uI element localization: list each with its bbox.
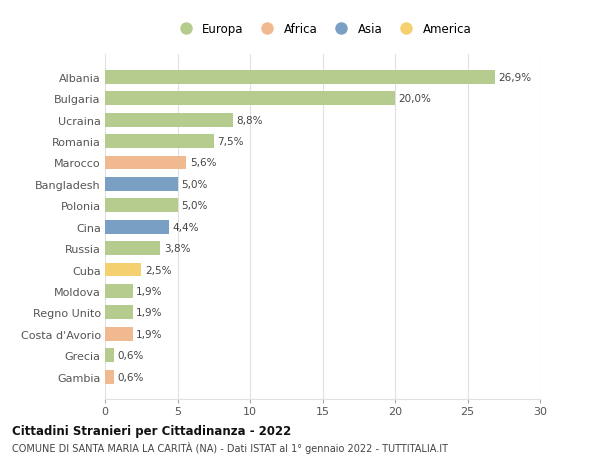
Bar — [105, 113, 233, 127]
Bar — [105, 284, 133, 298]
Bar — [105, 241, 160, 256]
Text: Cittadini Stranieri per Cittadinanza - 2022: Cittadini Stranieri per Cittadinanza - 2… — [12, 424, 291, 437]
Bar — [105, 92, 395, 106]
Text: 5,6%: 5,6% — [190, 158, 217, 168]
Bar — [105, 199, 178, 213]
Text: 0,6%: 0,6% — [118, 350, 144, 360]
Text: 7,5%: 7,5% — [217, 137, 244, 147]
Text: 20,0%: 20,0% — [398, 94, 431, 104]
Text: 3,8%: 3,8% — [164, 244, 190, 253]
Text: 1,9%: 1,9% — [136, 286, 163, 296]
Bar — [105, 156, 186, 170]
Bar — [105, 71, 495, 84]
Bar — [105, 348, 114, 362]
Bar — [105, 178, 178, 191]
Text: 5,0%: 5,0% — [181, 201, 208, 211]
Bar — [105, 135, 214, 149]
Text: 1,9%: 1,9% — [136, 329, 163, 339]
Bar — [105, 220, 169, 234]
Text: 4,4%: 4,4% — [172, 222, 199, 232]
Bar — [105, 306, 133, 319]
Text: 5,0%: 5,0% — [181, 179, 208, 190]
Text: 8,8%: 8,8% — [236, 115, 263, 125]
Bar — [105, 327, 133, 341]
Text: 0,6%: 0,6% — [118, 372, 144, 382]
Legend: Europa, Africa, Asia, America: Europa, Africa, Asia, America — [174, 23, 471, 36]
Bar — [105, 370, 114, 384]
Text: 2,5%: 2,5% — [145, 265, 172, 275]
Text: 26,9%: 26,9% — [499, 73, 532, 83]
Bar — [105, 263, 141, 277]
Text: COMUNE DI SANTA MARIA LA CARITÀ (NA) - Dati ISTAT al 1° gennaio 2022 - TUTTITALI: COMUNE DI SANTA MARIA LA CARITÀ (NA) - D… — [12, 441, 448, 453]
Text: 1,9%: 1,9% — [136, 308, 163, 318]
